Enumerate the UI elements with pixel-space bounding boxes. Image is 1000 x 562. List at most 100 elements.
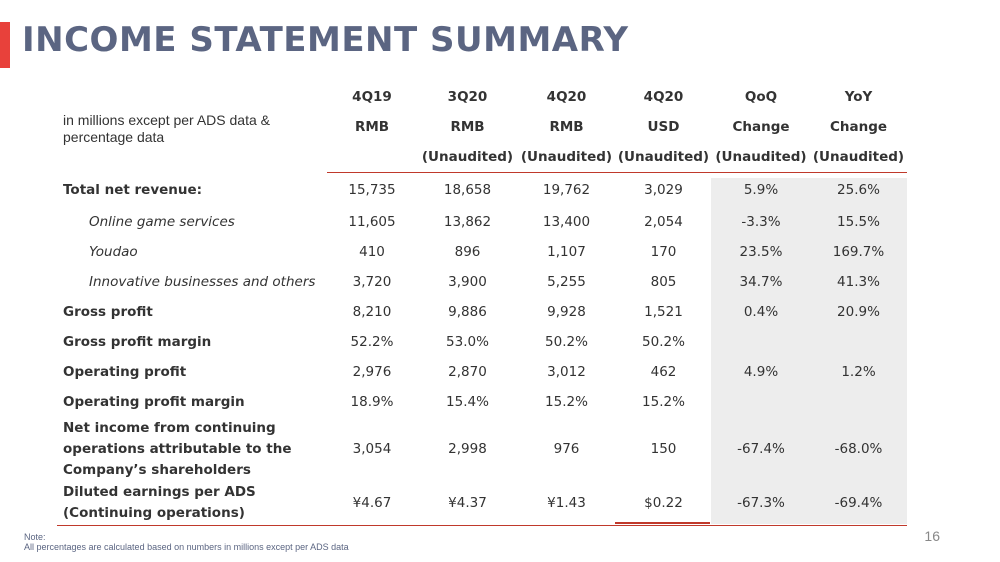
table-cell: 15,735 <box>348 182 396 198</box>
income-statement-table: in millions except per ADS data & percen… <box>57 82 907 526</box>
table-cell: 4.9% <box>743 364 779 380</box>
header-cell: 4Q20 <box>546 89 587 105</box>
table-cell: 5.9% <box>743 182 779 198</box>
header-cell: (Unaudited) <box>615 142 712 173</box>
table-cell: 3,012 <box>547 364 586 380</box>
table-row: Gross profit margin 52.2% 53.0% 50.2% 50… <box>57 327 907 357</box>
table-cell: 805 <box>650 274 677 290</box>
table-cell: 2,054 <box>644 214 683 230</box>
table-cell: 9,886 <box>448 304 487 320</box>
row-label-line: (Continuing operations) <box>63 505 245 521</box>
row-label: Youdao <box>89 244 138 260</box>
table-cell: 11,605 <box>348 214 396 230</box>
table-cell: 3,029 <box>644 182 683 198</box>
table-cell <box>810 387 907 417</box>
table-cell: 2,998 <box>448 440 487 457</box>
header-cell: RMB <box>450 119 485 135</box>
header-cell: Change <box>732 119 790 135</box>
table-cell: 169.7% <box>832 244 885 260</box>
header-cell: 4Q20 <box>643 89 684 105</box>
footnote-text: All percentages are calculated based on … <box>24 542 349 552</box>
row-label: Gross profit <box>63 304 153 320</box>
page-title: INCOME STATEMENT SUMMARY <box>22 20 629 60</box>
table-cell: 0.4% <box>743 304 779 320</box>
table-cell: 2,976 <box>352 364 392 380</box>
table-row: Total net revenue: 15,735 18,658 19,762 … <box>57 173 907 208</box>
header-row-currency: RMB RMB RMB USD Change Change <box>57 112 907 142</box>
table-cell: 1,107 <box>547 244 586 260</box>
header-cell: RMB <box>549 119 584 135</box>
table-cell: 50.2% <box>545 334 588 350</box>
table-cell: 5,255 <box>547 274 586 290</box>
table-cell: 462 <box>650 364 677 380</box>
row-label: Operating profit margin <box>63 394 245 410</box>
table-cell: 34.7% <box>739 274 783 290</box>
header-cell: 4Q19 <box>352 89 392 105</box>
row-label-line: operations attributable to the <box>63 440 292 457</box>
table-row: Youdao 410 896 1,107 170 23.5% 169.7% <box>57 237 907 267</box>
table-cell: 2,870 <box>448 364 487 380</box>
table-cell: 15.2% <box>642 394 685 410</box>
table-cell: 150 <box>650 440 677 457</box>
units-description: in millions except per ADS data & percen… <box>63 112 270 145</box>
table-cell: 976 <box>553 440 580 457</box>
table-cell: 25.6% <box>837 182 880 198</box>
table-cell: 50.2% <box>642 334 685 350</box>
table-row: Operating profit margin 18.9% 15.4% 15.2… <box>57 387 907 417</box>
table-cell: 18,658 <box>443 182 492 198</box>
table-cell <box>810 327 907 357</box>
table-cell: -68.0% <box>834 440 883 457</box>
table-cell: 41.3% <box>837 274 880 290</box>
table-cell: 1.2% <box>841 364 876 380</box>
table-cell: 23.5% <box>739 244 783 260</box>
row-label: Gross profit margin <box>63 334 212 350</box>
row-label: Online game services <box>89 214 235 230</box>
header-cell: (Unaudited) <box>518 142 615 173</box>
header-cell <box>327 142 417 173</box>
table-cell: 3,720 <box>352 274 392 290</box>
table-cell: ¥4.37 <box>417 481 518 526</box>
row-label-line: Company’s shareholders <box>63 461 251 478</box>
table-cell: 8,210 <box>352 304 392 320</box>
table-cell: 15.4% <box>446 394 489 410</box>
table-row: Gross profit 8,210 9,886 9,928 1,521 0.4… <box>57 297 907 327</box>
table-cell: 15.2% <box>545 394 588 410</box>
table-cell: 9,928 <box>547 304 586 320</box>
table-cell: 52.2% <box>350 334 394 350</box>
header-cell: USD <box>647 119 680 135</box>
table-cell: 15.5% <box>837 214 880 230</box>
table-cell: ¥1.43 <box>518 481 615 526</box>
row-label: Innovative businesses and others <box>89 274 316 290</box>
footnote: Note: All percentages are calculated bas… <box>24 532 349 552</box>
row-label: Total net revenue: <box>63 181 203 198</box>
table-cell: 3,900 <box>448 274 487 290</box>
table-cell: 53.0% <box>446 334 489 350</box>
footnote-heading: Note: <box>24 532 46 542</box>
table-cell: -67.3% <box>712 481 810 526</box>
table-cell: 896 <box>454 244 481 260</box>
table-row: Diluted earnings per ADS (Continuing ope… <box>57 481 907 526</box>
table-cell: 19,762 <box>542 182 591 198</box>
table-row: Innovative businesses and others 3,720 3… <box>57 267 907 297</box>
header-cell: (Unaudited) <box>712 142 810 173</box>
table-cell: 13,862 <box>443 214 492 230</box>
table-cell <box>712 327 810 357</box>
table-cell: -69.4% <box>810 481 907 526</box>
header-cell: (Unaudited) <box>810 142 907 173</box>
table-row: Online game services 11,605 13,862 13,40… <box>57 207 907 237</box>
table-row: Net income from continuing operations at… <box>57 417 907 481</box>
row-label-line: Net income from continuing <box>63 419 276 436</box>
header-cell: (Unaudited) <box>417 142 518 173</box>
header-row-audit: (Unaudited) (Unaudited) (Unaudited) (Una… <box>57 142 907 173</box>
table-cell: 20.9% <box>837 304 880 320</box>
table-cell: 1,521 <box>644 304 683 320</box>
header-cell: RMB <box>354 119 390 135</box>
table-cell: 410 <box>359 244 385 260</box>
header-cell: YoY <box>844 89 873 105</box>
table-row: Operating profit 2,976 2,870 3,012 462 4… <box>57 357 907 387</box>
row-label: Net income from continuing operations at… <box>57 417 327 481</box>
row-label: Diluted earnings per ADS (Continuing ope… <box>57 481 327 526</box>
table-cell: -3.3% <box>741 214 781 230</box>
table-cell: 13,400 <box>542 214 591 230</box>
page-number: 16 <box>924 528 940 544</box>
